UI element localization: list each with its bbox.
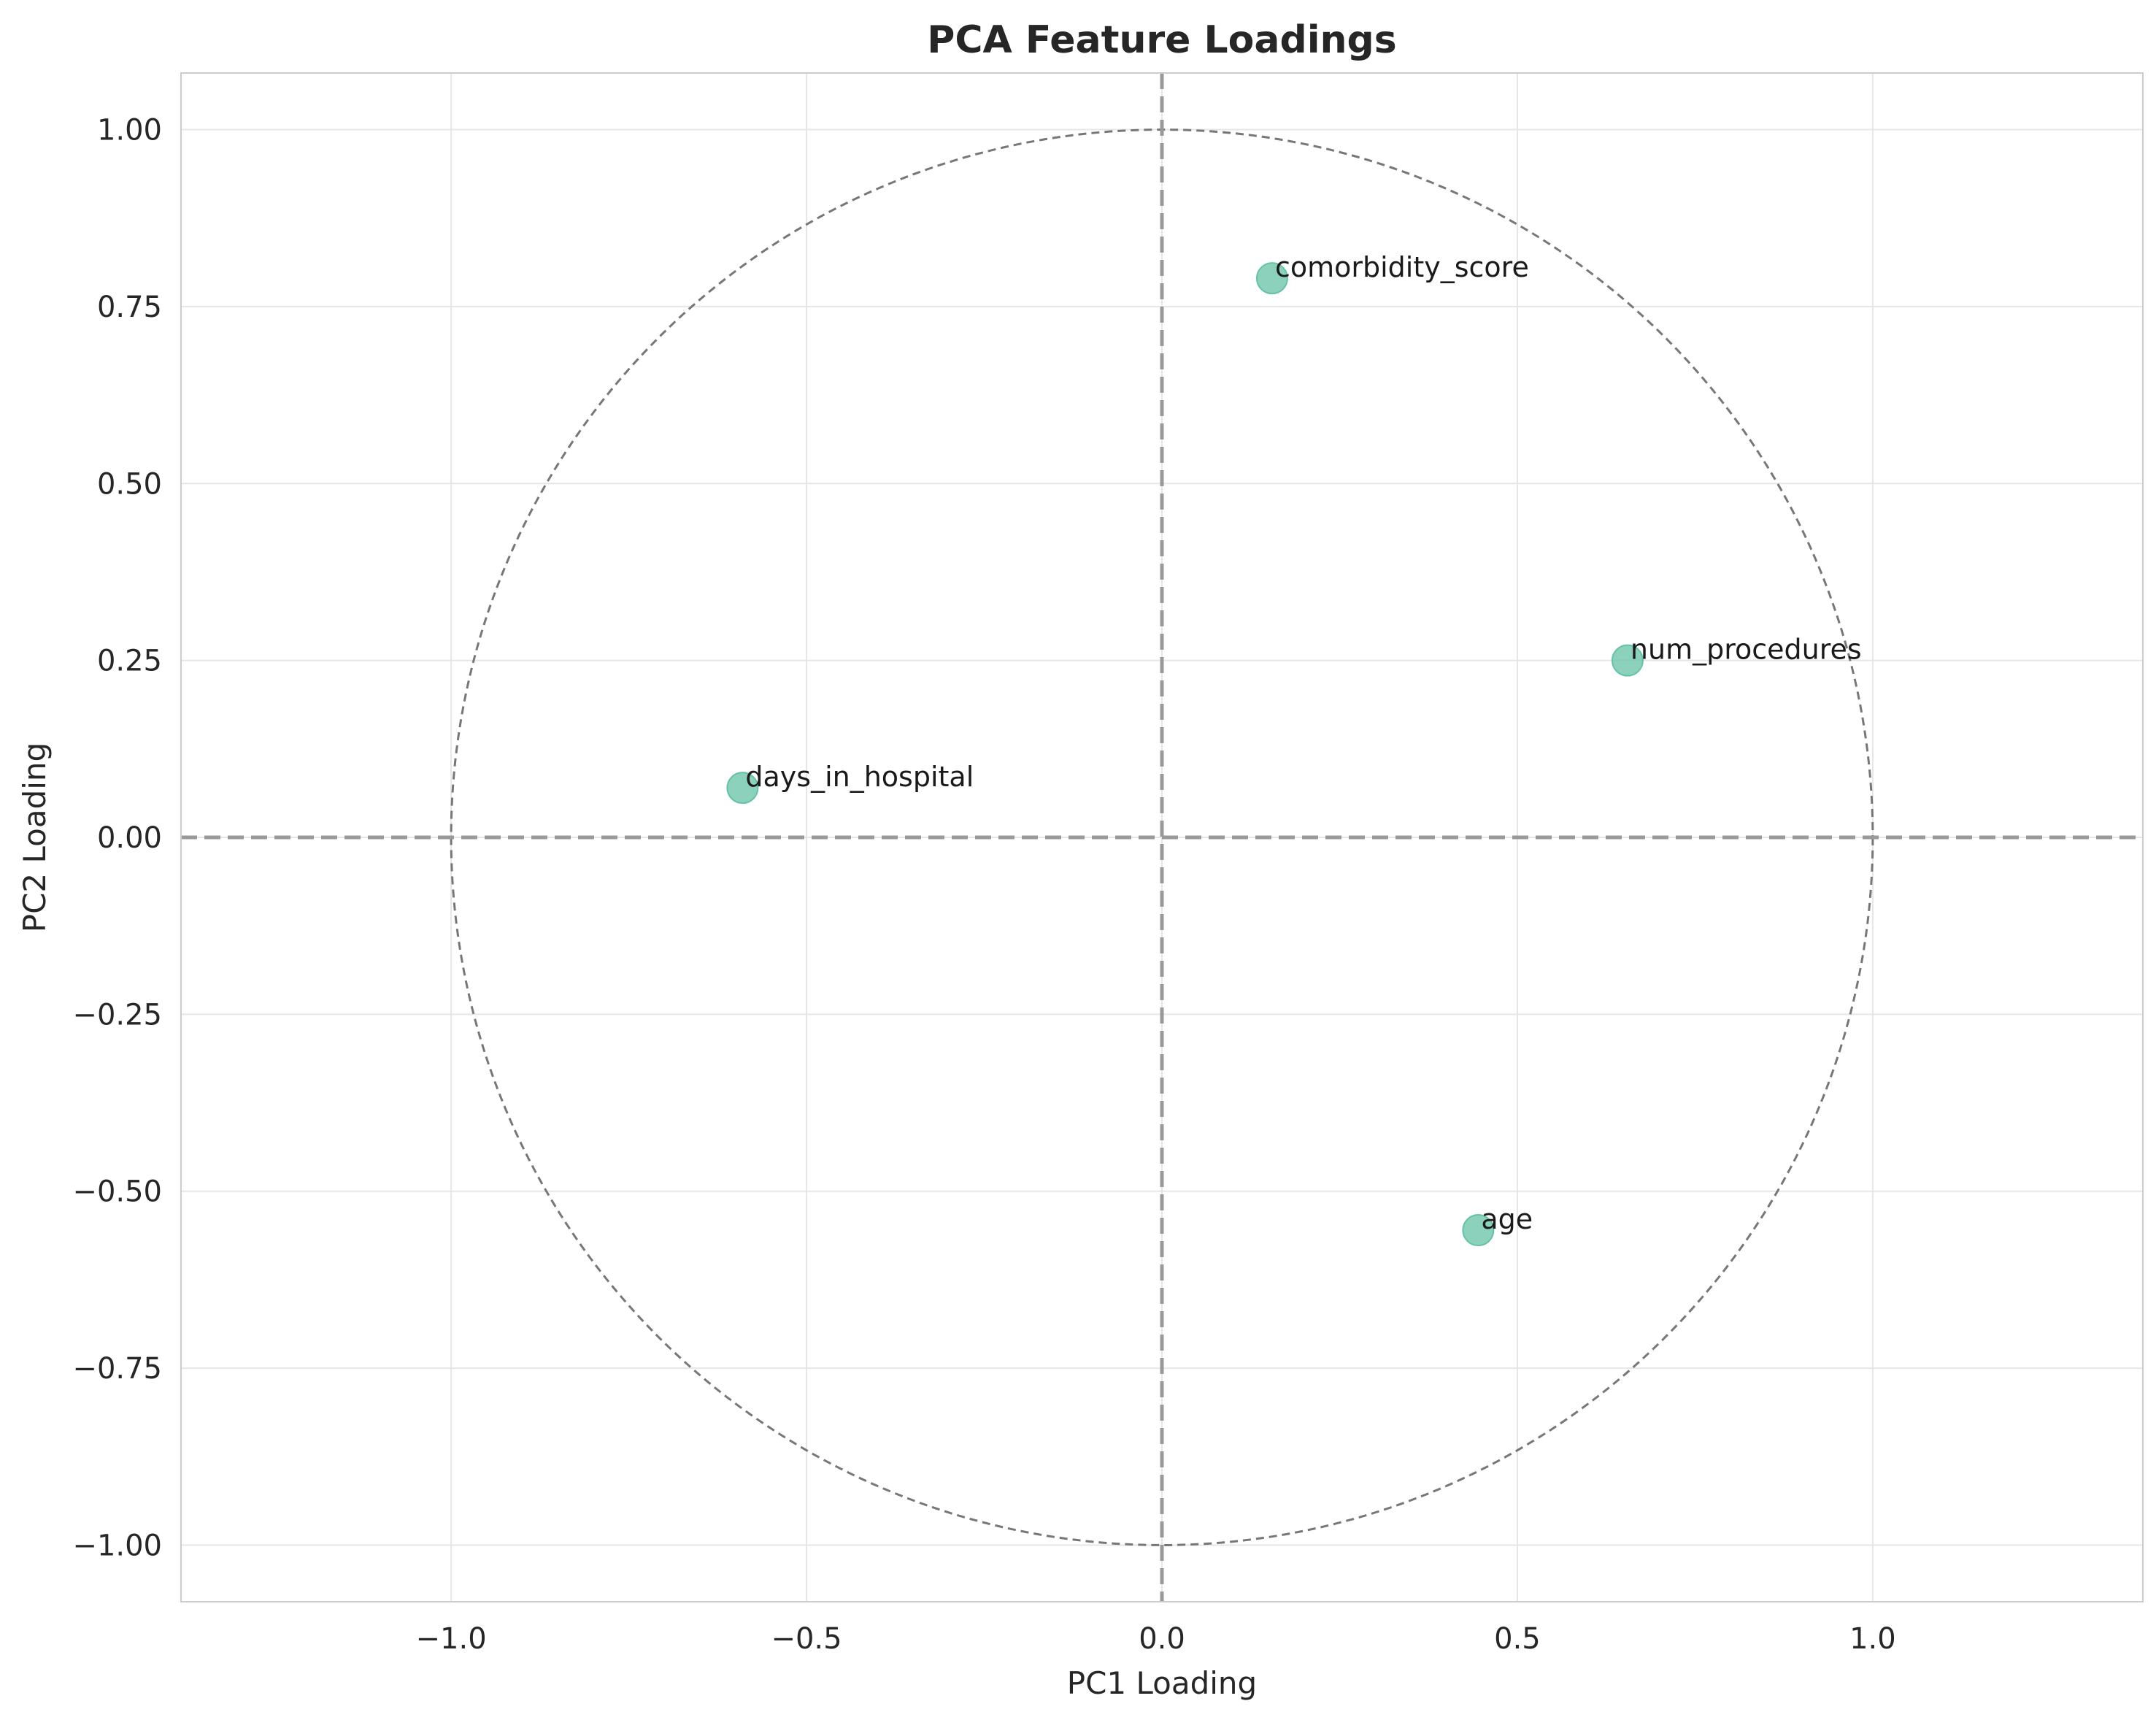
point-age [1462,1214,1495,1247]
chart-title: PCA Feature Loadings [927,18,1396,62]
x-tick-label-4: 1.0 [1849,1622,1896,1656]
y-tick-label-6: −0.50 [72,1175,162,1209]
x-tick-labels: −1.0 −0.5 0.0 0.5 1.0 [416,1622,1896,1656]
point-label-num_procedures: num_procedures [1631,634,1862,666]
y-tick-label-7: −0.75 [72,1352,162,1386]
point-labels: comorbidity_score num_procedures days_in_h… [745,251,1861,1235]
y-tick-labels: 1.00 0.75 0.50 0.25 0.00 −0.25 −0.50 −0.75 −1.00 [72,114,162,1563]
point-label-age: age [1481,1203,1533,1235]
point-label-days_in_hospital: days_in_hospital [745,761,974,793]
x-tick-label-1: −0.5 [771,1622,842,1656]
y-tick-label-1: 0.75 [97,291,162,324]
y-tick-label-3: 0.25 [97,645,162,678]
point-days_in_hospital [726,772,759,805]
plot-frame [180,72,2144,1602]
y-tick-label-8: −1.00 [72,1529,162,1562]
x-axis-label: PC1 Loading [1067,1665,1257,1701]
x-tick-label-0: −1.0 [416,1622,487,1656]
y-tick-label-2: 0.50 [97,467,162,501]
point-label-comorbidity_score: comorbidity_score [1275,251,1529,283]
x-tick-label-3: 0.5 [1494,1622,1541,1656]
y-tick-label-5: −0.25 [72,998,162,1032]
point-num_procedures [1611,644,1644,677]
x-tick-label-2: 0.0 [1139,1622,1185,1656]
y-tick-label-4: 0.00 [97,821,162,855]
point-comorbidity_score [1255,262,1288,295]
y-axis-label: PC2 Loading [17,742,53,932]
y-tick-label-0: 1.00 [97,114,162,147]
data-points [726,262,1644,1247]
reference-lines [181,73,2143,1602]
